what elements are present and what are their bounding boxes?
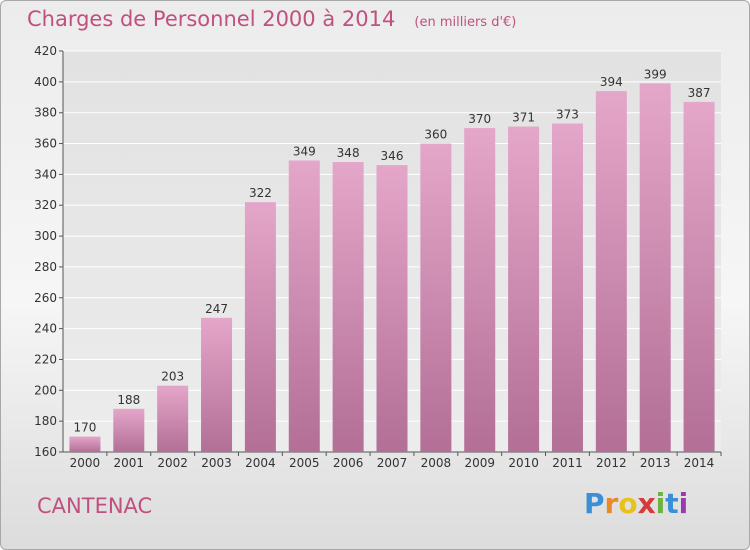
x-tick-label: 2001: [114, 456, 145, 470]
logo-letter: t: [665, 487, 679, 520]
bar-value-label: 360: [424, 128, 447, 142]
x-tick-label: 2008: [421, 456, 452, 470]
commune-name: CANTENAC: [37, 494, 153, 518]
bar: [288, 160, 320, 452]
bar: [201, 317, 233, 452]
bar-value-label: 247: [205, 302, 228, 316]
bar-value-label: 188: [117, 393, 140, 407]
bar: [551, 123, 583, 452]
bar: [683, 101, 715, 453]
y-tick-label: 280: [34, 260, 57, 274]
title-row: Charges de Personnel 2000 à 2014 (en mil…: [27, 7, 516, 31]
y-tick-label: 180: [34, 414, 57, 428]
bar: [69, 436, 101, 452]
chart-subtitle: (en milliers d'€): [414, 15, 517, 30]
bar-value-label: 203: [161, 370, 184, 384]
y-tick-label: 200: [34, 383, 57, 397]
y-tick-label: 420: [34, 44, 57, 58]
y-tick-label: 240: [34, 322, 57, 336]
y-tick-label: 360: [34, 137, 57, 151]
logo-letter: x: [637, 487, 656, 520]
bar-value-label: 349: [293, 145, 316, 159]
bar: [113, 408, 145, 452]
bar: [420, 143, 452, 453]
y-tick-label: 340: [34, 167, 57, 181]
bar-value-label: 387: [688, 86, 711, 100]
y-tick-label: 320: [34, 198, 57, 212]
x-tick-label: 2004: [245, 456, 276, 470]
x-tick-label: 2003: [201, 456, 232, 470]
y-tick-label: 220: [34, 352, 57, 366]
bar-value-label: 322: [249, 186, 272, 200]
x-tick-label: 2009: [464, 456, 495, 470]
bar-value-label: 394: [600, 75, 623, 89]
y-tick-label: 380: [34, 106, 57, 120]
bar-value-label: 348: [337, 146, 360, 160]
bar: [244, 202, 276, 452]
bar: [639, 83, 671, 452]
x-tick-label: 2012: [596, 456, 627, 470]
bar-value-label: 399: [644, 67, 667, 81]
logo-letter: P: [584, 487, 605, 520]
bar: [376, 165, 408, 452]
x-tick-label: 2006: [333, 456, 364, 470]
x-tick-label: 2000: [70, 456, 101, 470]
logo-letter: o: [618, 487, 638, 520]
y-tick-label: 400: [34, 75, 57, 89]
logo-letter: i: [655, 487, 666, 520]
y-tick-label: 160: [34, 445, 57, 459]
y-tick-label: 260: [34, 291, 57, 305]
bar: [508, 126, 540, 453]
bar: [464, 128, 496, 452]
bar: [157, 385, 189, 452]
x-tick-label: 2011: [552, 456, 583, 470]
bar-value-label: 371: [512, 111, 535, 125]
bar-value-label: 370: [468, 112, 491, 126]
x-tick-label: 2002: [157, 456, 188, 470]
bar-value-label: 346: [381, 149, 404, 163]
x-tick-label: 2014: [684, 456, 715, 470]
bar-value-label: 373: [556, 107, 579, 121]
logo-letter: r: [604, 487, 619, 520]
logo-letter: i: [678, 487, 689, 520]
x-tick-label: 2010: [508, 456, 539, 470]
x-tick-label: 2005: [289, 456, 320, 470]
bar: [595, 91, 627, 452]
bar: [332, 162, 364, 453]
x-tick-label: 2007: [377, 456, 408, 470]
y-tick-label: 300: [34, 229, 57, 243]
proxiti-logo[interactable]: Proxiti: [584, 487, 688, 520]
x-tick-label: 2013: [640, 456, 671, 470]
bar-value-label: 170: [73, 421, 96, 435]
chart-title: Charges de Personnel 2000 à 2014: [27, 7, 396, 31]
